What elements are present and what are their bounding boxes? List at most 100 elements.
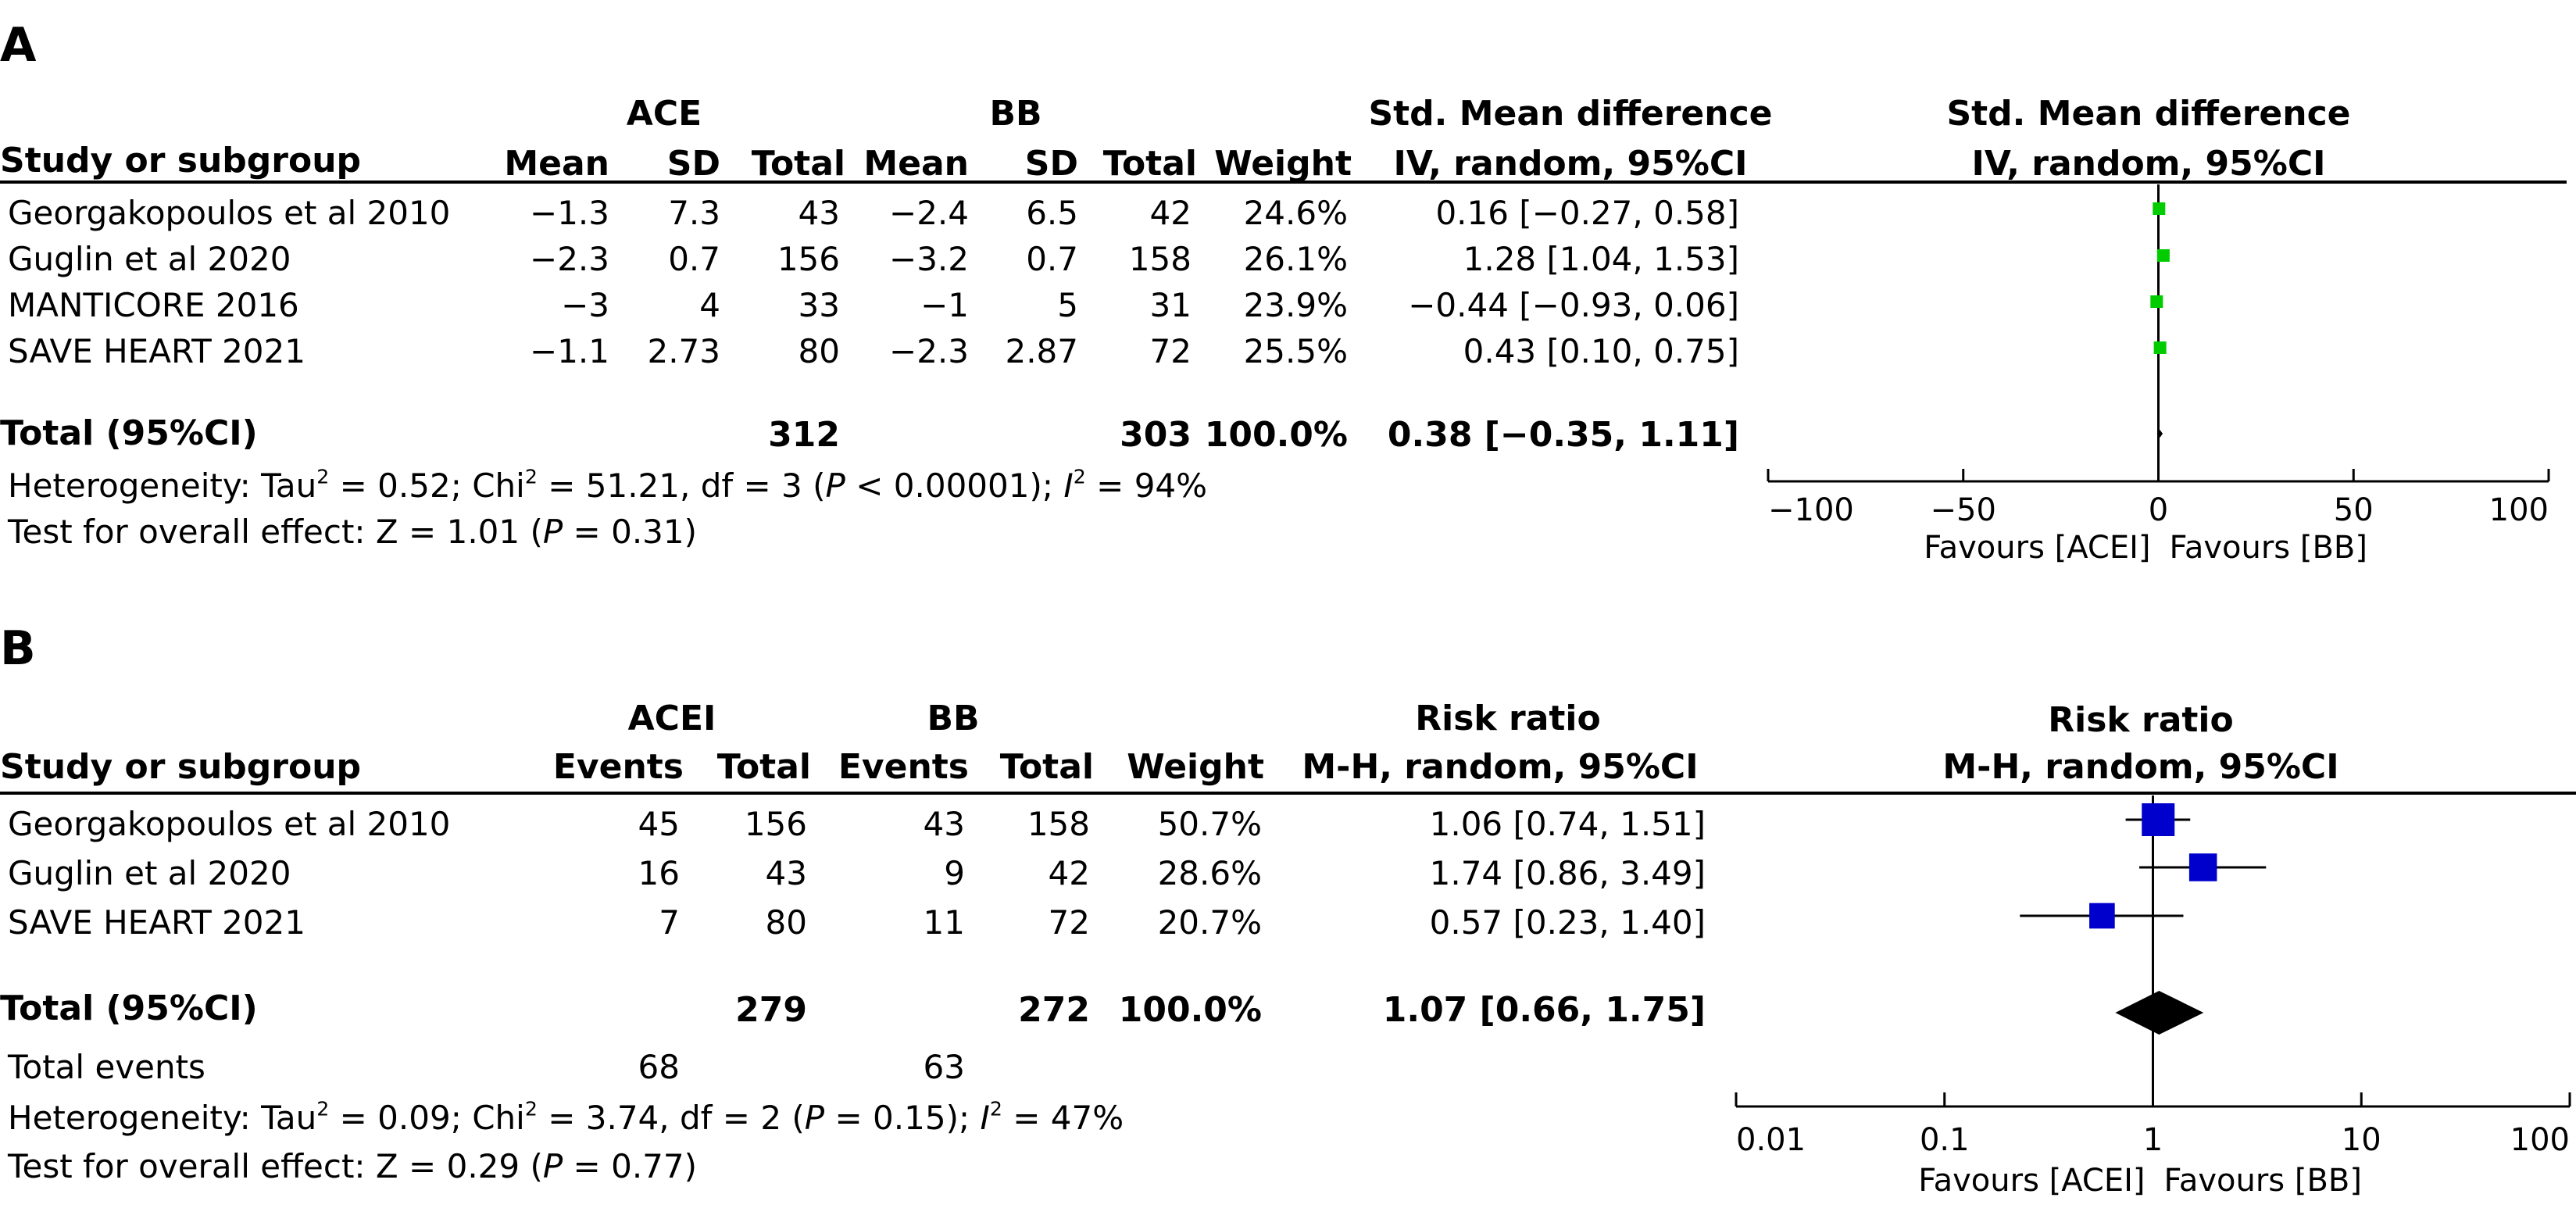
heterogeneity-text: Heterogeneity: Tau2 = 0.09; Chi2 = 3.74,… [8,1097,1124,1137]
ci-text: −0.44 [−0.93, 0.06] [1408,286,1739,324]
x-tick-label: 1 [2143,1122,2163,1158]
total2-value: 72 [1149,332,1192,370]
weight-value: 24.6% [1243,194,1348,232]
total-ci-text: 0.38 [−0.35, 1.11] [1387,415,1739,455]
favours-right-label: Favours [BB] [2164,1163,2362,1199]
weight-value: 26.1% [1243,240,1348,278]
study-name: Georgakopoulos et al 2010 [8,805,451,843]
weight-value: 28.6% [1157,854,1262,892]
study-marker [2089,903,2115,929]
mean1-header: Mean [504,144,609,184]
total-label: Total (95%CI) [0,413,258,453]
total1-value: 43 [798,194,840,232]
sd2-value: 5 [1057,286,1078,324]
x-tick-label: 50 [2334,492,2374,528]
sd2-value: 2.87 [1005,332,1078,370]
weight-header: Weight [1214,144,1352,184]
x-tick-label: 0.01 [1736,1122,1806,1158]
total1-header: Total [751,144,845,184]
study-name: Guglin et al 2020 [8,854,291,892]
total2-sum: 303 [1120,415,1192,455]
x-tick-label: −100 [1768,492,1854,528]
x-tick-label: 100 [2510,1122,2570,1158]
study-marker [2156,249,2170,262]
mean2-value: −2.4 [889,194,969,232]
weight-value: 23.9% [1243,286,1348,324]
x-tick-label: 100 [2489,492,2549,528]
total1-sum: 279 [735,990,807,1030]
group2-header: BB [927,699,980,738]
ci-text: 1.74 [0.86, 3.49] [1429,854,1706,892]
panel-label-b: B [0,621,36,676]
total1-header: Total [716,747,811,787]
ci-text: 0.16 [−0.27, 0.58] [1435,194,1739,232]
sd1-value: 4 [699,286,720,324]
study-name: MANTICORE 2016 [8,286,299,324]
header-rule [0,181,2567,184]
favours-left-label: Favours [ACEI] [1924,530,2150,566]
sd2-value: 0.7 [1026,240,1078,278]
total-events-label: Total events [8,1048,205,1086]
study-marker [2153,341,2167,354]
mean2-value: −3.2 [889,240,969,278]
ci-text: 1.28 [1.04, 1.53] [1463,240,1739,278]
sd1-value: 0.7 [668,240,720,278]
mean1-value: −2.3 [530,240,609,278]
sd1-value: 7.3 [668,194,720,232]
study-name: Georgakopoulos et al 2010 [8,194,451,232]
study-name: SAVE HEART 2021 [8,332,305,370]
total-weight: 100.0% [1118,990,1262,1030]
total1-value: 33 [798,286,840,324]
effect-header-line1: Std. Mean difference [1368,94,1773,134]
x-tick-label: 0 [2149,492,2168,528]
plot-header-line2: IV, random, 95%CI [1971,144,2326,184]
ci-text: 0.43 [0.10, 0.75] [1463,332,1739,370]
plot-header-line1: Std. Mean difference [1946,94,2351,134]
study-marker [2188,853,2217,881]
total1-value: 80 [798,332,840,370]
overall-effect-text: Test for overall effect: Z = 1.01 (P = 0… [8,513,697,551]
events1-value: 16 [638,854,680,892]
favours-left-label: Favours [ACEI] [1918,1163,2145,1199]
pooled-diamond [2156,430,2163,438]
header-rule [0,792,2576,795]
total1-value: 43 [765,854,807,892]
total2-value: 158 [1128,240,1192,278]
study-header: Study or subgroup [0,141,362,181]
weight-value: 25.5% [1243,332,1348,370]
study-header: Study or subgroup [0,747,362,787]
sd2-value: 6.5 [1026,194,1078,232]
study-name: SAVE HEART 2021 [8,903,305,942]
ci-text: 0.57 [0.23, 1.40] [1429,903,1706,942]
ci-text: 1.06 [0.74, 1.51] [1429,805,1706,843]
total1-value: 80 [765,903,807,942]
events2-value: 43 [923,805,965,843]
sd1-value: 2.73 [647,332,720,370]
total2-sum: 272 [1018,990,1090,1030]
sd1-header: SD [666,144,720,184]
mean1-value: −1.1 [530,332,609,370]
total1-value: 156 [744,805,807,843]
x-tick-label: 10 [2342,1122,2381,1158]
total2-value: 158 [1027,805,1090,843]
mean2-header: Mean [863,144,969,184]
mean1-value: −1.3 [530,194,609,232]
events1-value: 7 [659,903,680,942]
events2-value: 11 [923,903,965,942]
x-tick-label: 0.1 [1920,1122,1970,1158]
total1-value: 156 [777,240,840,278]
study-marker [2153,202,2166,215]
group2-header: BB [989,94,1042,134]
total-label: Total (95%CI) [0,988,258,1028]
total2-header: Total [999,747,1094,787]
total2-value: 42 [1048,854,1090,892]
effect-header-line2: M-H, random, 95%CI [1302,747,1699,787]
total2-value: 31 [1149,286,1192,324]
total2-value: 72 [1048,903,1090,942]
total2-header: Total [1102,144,1197,184]
overall-effect-text: Test for overall effect: Z = 0.29 (P = 0… [8,1147,697,1185]
effect-header-line2: IV, random, 95%CI [1393,144,1748,184]
study-name: Guglin et al 2020 [8,240,291,278]
total2-value: 42 [1149,194,1192,232]
